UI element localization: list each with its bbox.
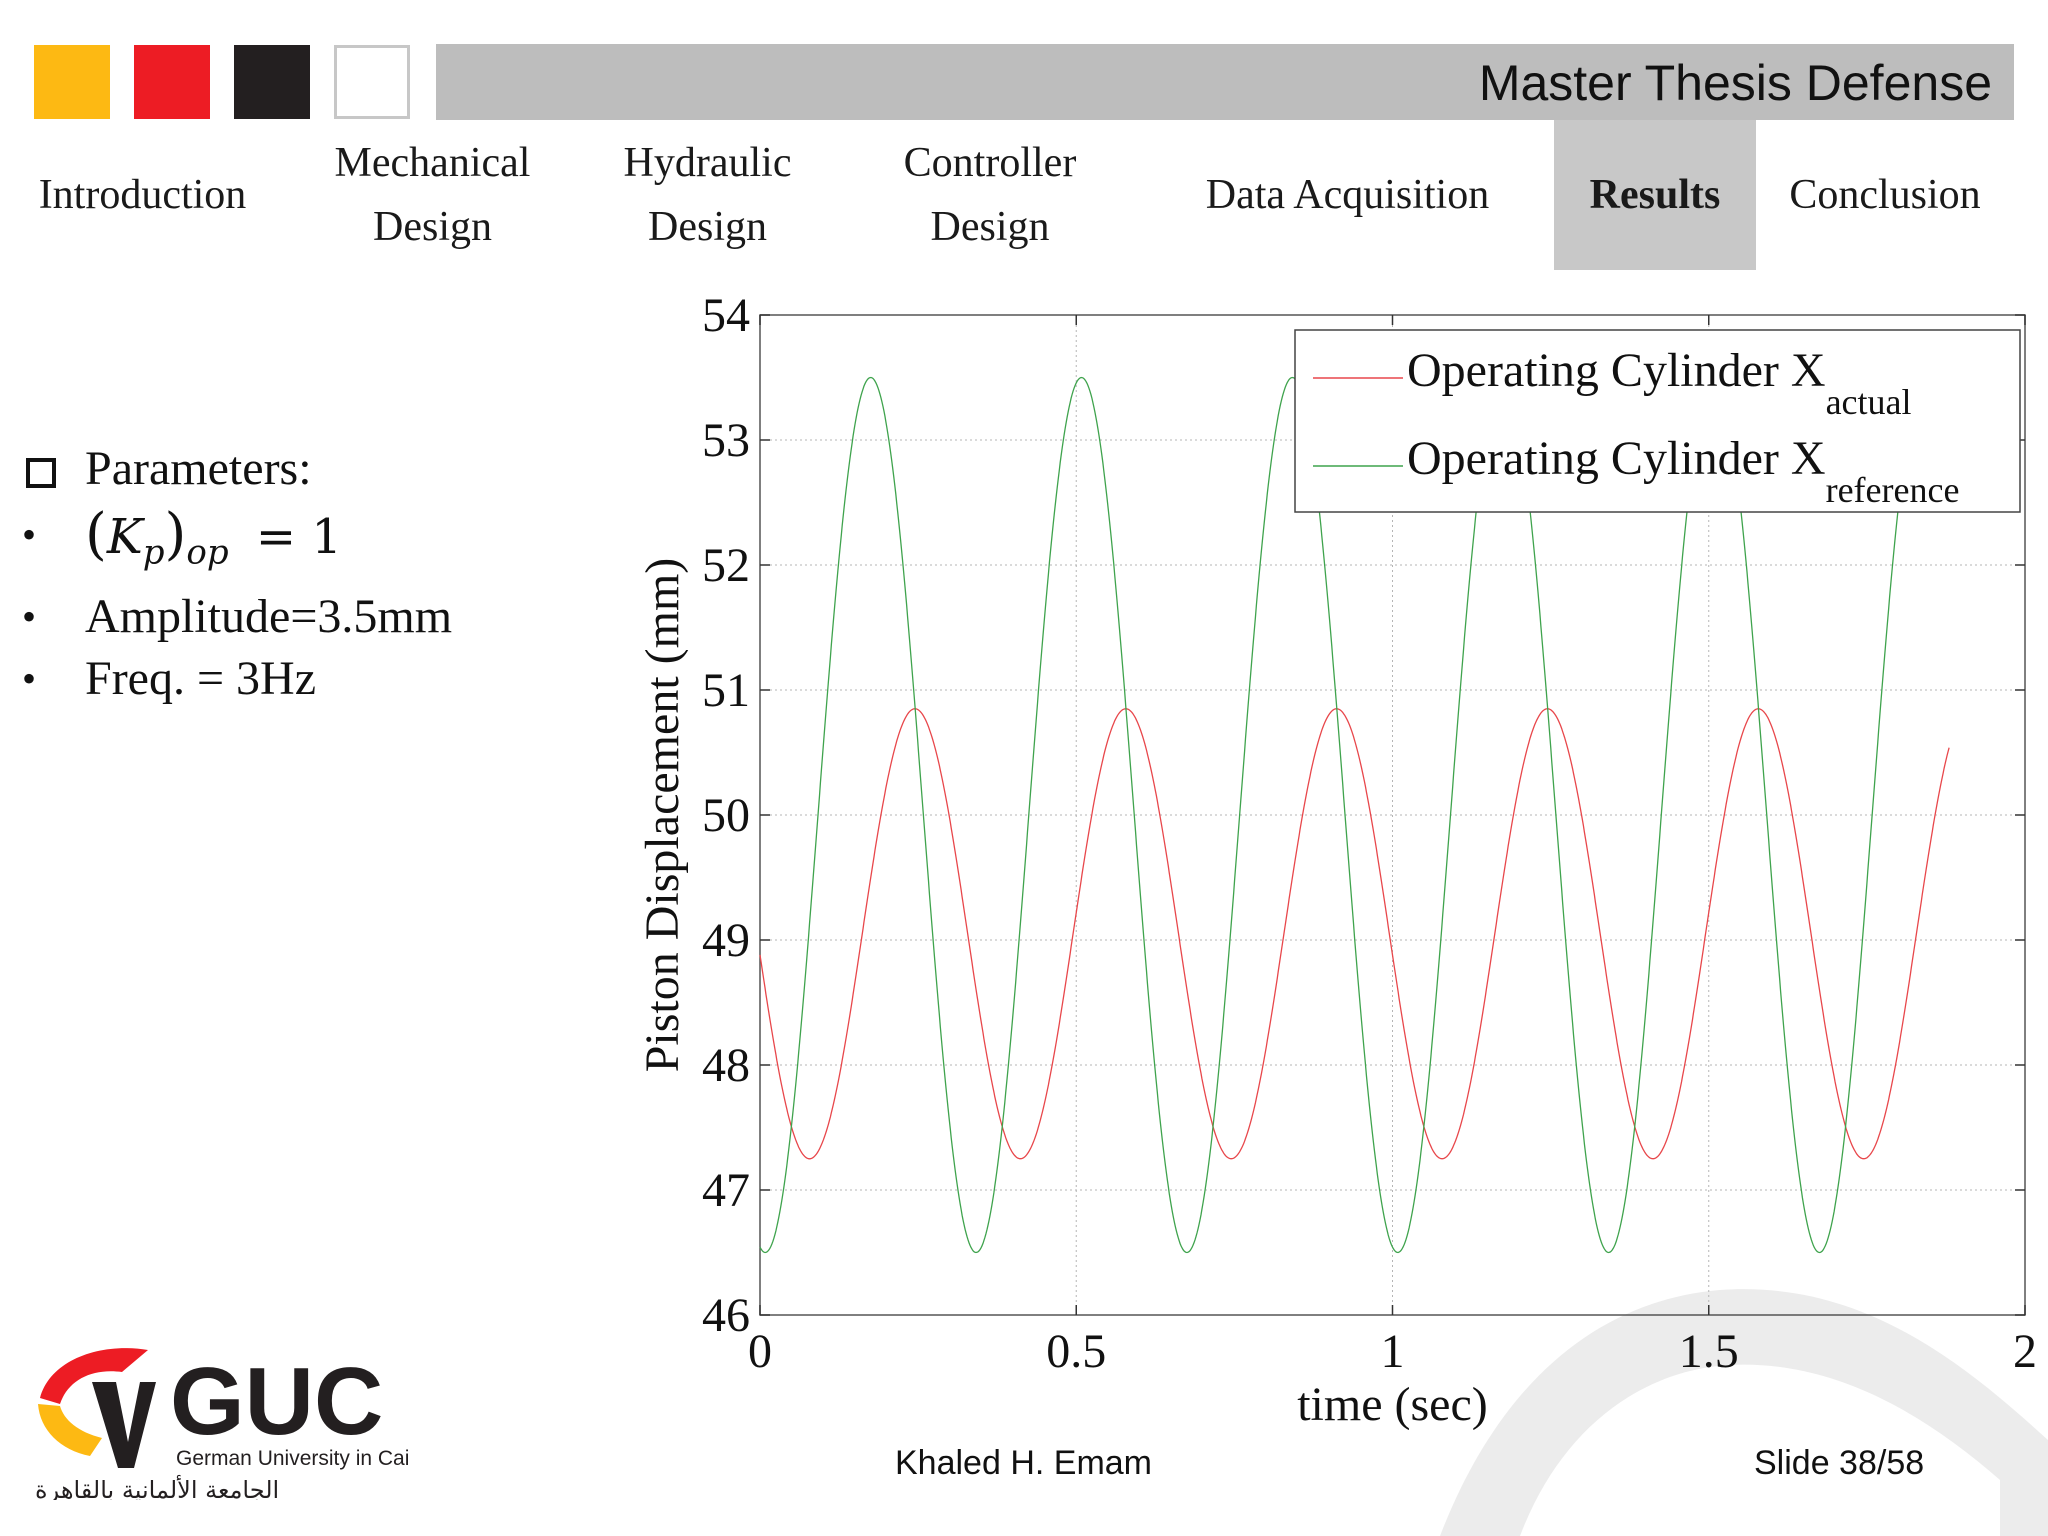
x-tick-label: 2 (2013, 1325, 2037, 1378)
kp-formula: (Kp)op = 1 (85, 502, 342, 573)
legend-label-reference: Operating Cylinder Xreference (1407, 432, 1959, 510)
series-line-reference (759, 376, 1950, 1254)
y-tick-label: 46 (702, 1289, 750, 1342)
x-tick-label: 0.5 (1046, 1325, 1106, 1378)
logo-tagline: German University in Cairo (176, 1447, 410, 1470)
x-tick-label: 1.5 (1679, 1325, 1739, 1378)
series-line-actual (759, 708, 1950, 1160)
y-tick-label: 51 (702, 664, 750, 717)
guc-emblem-icon (38, 1348, 156, 1468)
color-block-red (134, 45, 210, 119)
nav-results[interactable]: Results (1554, 120, 1756, 270)
footer-slide-number: Slide 38/58 (1754, 1444, 1925, 1482)
y-tick-label: 52 (702, 539, 750, 592)
nav-introduction[interactable]: Introduction (38, 172, 247, 218)
y-tick-label: 47 (702, 1164, 750, 1217)
x-tick-label: 1 (1381, 1325, 1405, 1378)
displacement-chart: 0 0.5 1 1.5 2 46 47 48 49 50 51 52 53 54 time (sec) Pis… (636, 290, 2037, 1430)
color-block-white (334, 45, 410, 119)
y-tick-label: 48 (702, 1039, 750, 1092)
x-axis-label: time (sec) (1297, 1378, 1488, 1430)
y-tick-label: 50 (702, 789, 750, 842)
nav-conclusion[interactable]: Conclusion (1789, 172, 1981, 218)
y-tick-label: 54 (702, 290, 750, 342)
title-bar: Master Thesis Defense (436, 44, 2014, 120)
x-tick-label: 0 (748, 1325, 772, 1378)
bullet-icon: • (22, 656, 37, 701)
guc-logo: GUC German University in Cairo الجامعة ا… (35, 1348, 410, 1500)
bullet-icon: • (22, 594, 37, 639)
color-block-black (234, 45, 310, 119)
y-axis-label: Piston Displacement (mm) (636, 558, 689, 1073)
legend-box (1294, 329, 2021, 513)
nav-controller-design[interactable]: Controller Design (903, 140, 1077, 250)
checkbox-bullet-icon (26, 458, 56, 488)
nav-hydraulic-design[interactable]: Hydraulic Design (623, 140, 792, 250)
y-tick-label: 49 (702, 914, 750, 967)
legend-label-actual: Operating Cylinder Xactual (1407, 344, 1912, 422)
y-tick-label: 53 (702, 414, 750, 467)
slide-title: Master Thesis Defense (1478, 55, 1992, 111)
bullet-icon: • (22, 512, 37, 557)
logo-name: GUC (170, 1348, 383, 1455)
footer-author: Khaled H. Emam (895, 1444, 1152, 1482)
nav-mechanical-design[interactable]: Mechanical Design (334, 140, 531, 250)
parameters-heading: Parameters: (85, 442, 312, 495)
logo-arabic: الجامعة الألمانية بالقاهرة (35, 1475, 279, 1500)
color-block-yellow (34, 45, 110, 119)
nav-data-acquisition[interactable]: Data Acquisition (1205, 172, 1490, 218)
